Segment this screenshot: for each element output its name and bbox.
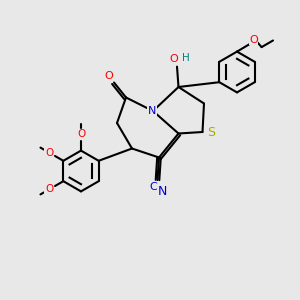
Text: S: S xyxy=(207,125,215,139)
Text: N: N xyxy=(158,185,167,198)
Text: O: O xyxy=(249,34,258,45)
Text: O: O xyxy=(45,184,53,194)
Text: O: O xyxy=(104,71,113,81)
Text: O: O xyxy=(169,54,178,64)
Text: H: H xyxy=(182,52,190,63)
Text: O: O xyxy=(45,148,53,158)
Text: C: C xyxy=(150,182,158,193)
Text: N: N xyxy=(148,106,156,116)
Text: O: O xyxy=(77,129,85,139)
